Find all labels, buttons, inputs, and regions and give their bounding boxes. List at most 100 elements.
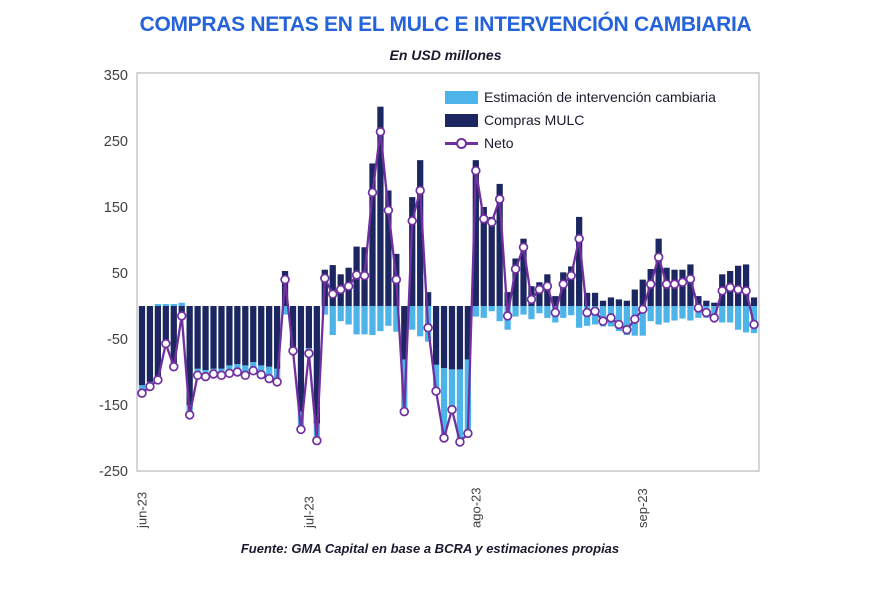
neto-marker [622,325,632,335]
neto-marker [232,367,243,377]
intervencion-bar [281,306,289,315]
intervencion-bar [687,306,694,321]
neto-marker [502,311,513,321]
intervencion-bar [480,306,487,318]
intervencion-bar [528,306,535,320]
mulc-bar [138,306,146,386]
intervencion-bar [655,306,662,325]
neto-marker [248,365,259,376]
mulc-bar [297,306,305,412]
intervencion-swatch-icon [445,90,478,104]
intervencion-bar [488,306,495,312]
mulc-bar [520,238,527,306]
neto-marker [566,270,576,281]
intervencion-bar [456,369,464,442]
y-axis-tick-label: 250 [104,134,128,150]
mulc-bar [599,300,607,306]
neto-marker [550,307,561,318]
neto-marker [327,289,338,299]
mulc-bar [591,292,599,306]
neto-marker [447,404,457,415]
neto-marker [693,303,704,313]
mulc-bar [488,216,495,306]
neto-marker [526,294,537,305]
mulc-bar [305,306,313,349]
neto-marker [145,381,155,392]
mulc-bar [607,297,615,306]
neto-marker [463,428,473,439]
neto-marker [486,217,497,227]
mulc-bar [560,272,567,306]
neto-marker [439,433,449,443]
intervencion-bar [647,306,654,322]
neto-marker [518,242,529,253]
intervencion-bar [496,306,503,322]
intervencion-bar [576,306,583,328]
mulc-bar [742,264,750,306]
neto-marker [224,368,235,379]
mulc-bar [258,306,265,366]
mulc-bar [750,297,758,306]
neto-marker [606,313,616,323]
legend-label-intervencion: Estimación de intervención cambiaria [484,89,716,105]
mulc-bar [210,306,217,369]
y-axis-tick-label: -150 [99,398,128,414]
mulc-bar [218,306,225,369]
intervencion-bar [615,306,623,332]
neto-marker [375,127,386,137]
intervencion-bar [599,306,607,327]
mulc-bar [687,264,694,306]
neto-marker [637,304,648,315]
neto-marker [749,319,759,330]
intervencion-bar [742,306,750,333]
mulc-bar [186,306,193,405]
neto-marker [558,279,569,289]
intervencion-bar [536,306,543,314]
mulc-bar [289,306,297,347]
neto-marker [280,274,290,285]
neto-marker [351,270,362,280]
neto-marker [335,284,346,295]
neto-marker [407,216,417,226]
mulc-bar [631,289,638,306]
neto-marker [431,386,441,396]
intervencion-bar [417,306,424,337]
y-axis-tick-label: -250 [99,464,128,480]
intervencion-bar [337,306,344,322]
y-axis-tick-label: 150 [104,200,128,216]
neto-marker [415,185,425,196]
intervencion-bar [321,306,328,315]
neto-marker [582,307,592,318]
mulc-bar [250,306,257,363]
intervencion-bar [409,306,416,330]
neto-marker [288,346,298,356]
neto-marker [685,274,696,284]
neto-marker [216,370,227,381]
neto-marker [169,361,179,372]
mulc-bar [425,292,432,306]
mulc-bar [552,296,559,306]
intervencion-bar [735,306,742,330]
neto-marker [320,273,330,284]
neto-marker [542,281,553,291]
intervencion-bar [162,304,169,306]
neto-marker [709,313,720,323]
mulc-bar [711,302,718,306]
neto-marker [192,370,203,381]
neto-marker [717,286,727,296]
mulc-bar [385,190,392,306]
mulc-bar [242,306,249,366]
neto-marker [383,205,394,216]
neto-marker [399,406,410,417]
mulc-bar [194,306,201,369]
x-axis-tick-label: jul-23 [301,496,316,529]
chart-legend: Estimación de intervención cambiaria Com… [445,87,716,153]
mulc-bar [313,306,320,424]
intervencion-bar [679,306,686,319]
legend-item-intervencion: Estimación de intervención cambiaria [445,87,716,107]
mulc-bar [679,269,686,306]
plot-border [136,72,760,472]
mulc-bar [448,306,456,370]
neto-marker [494,194,505,204]
